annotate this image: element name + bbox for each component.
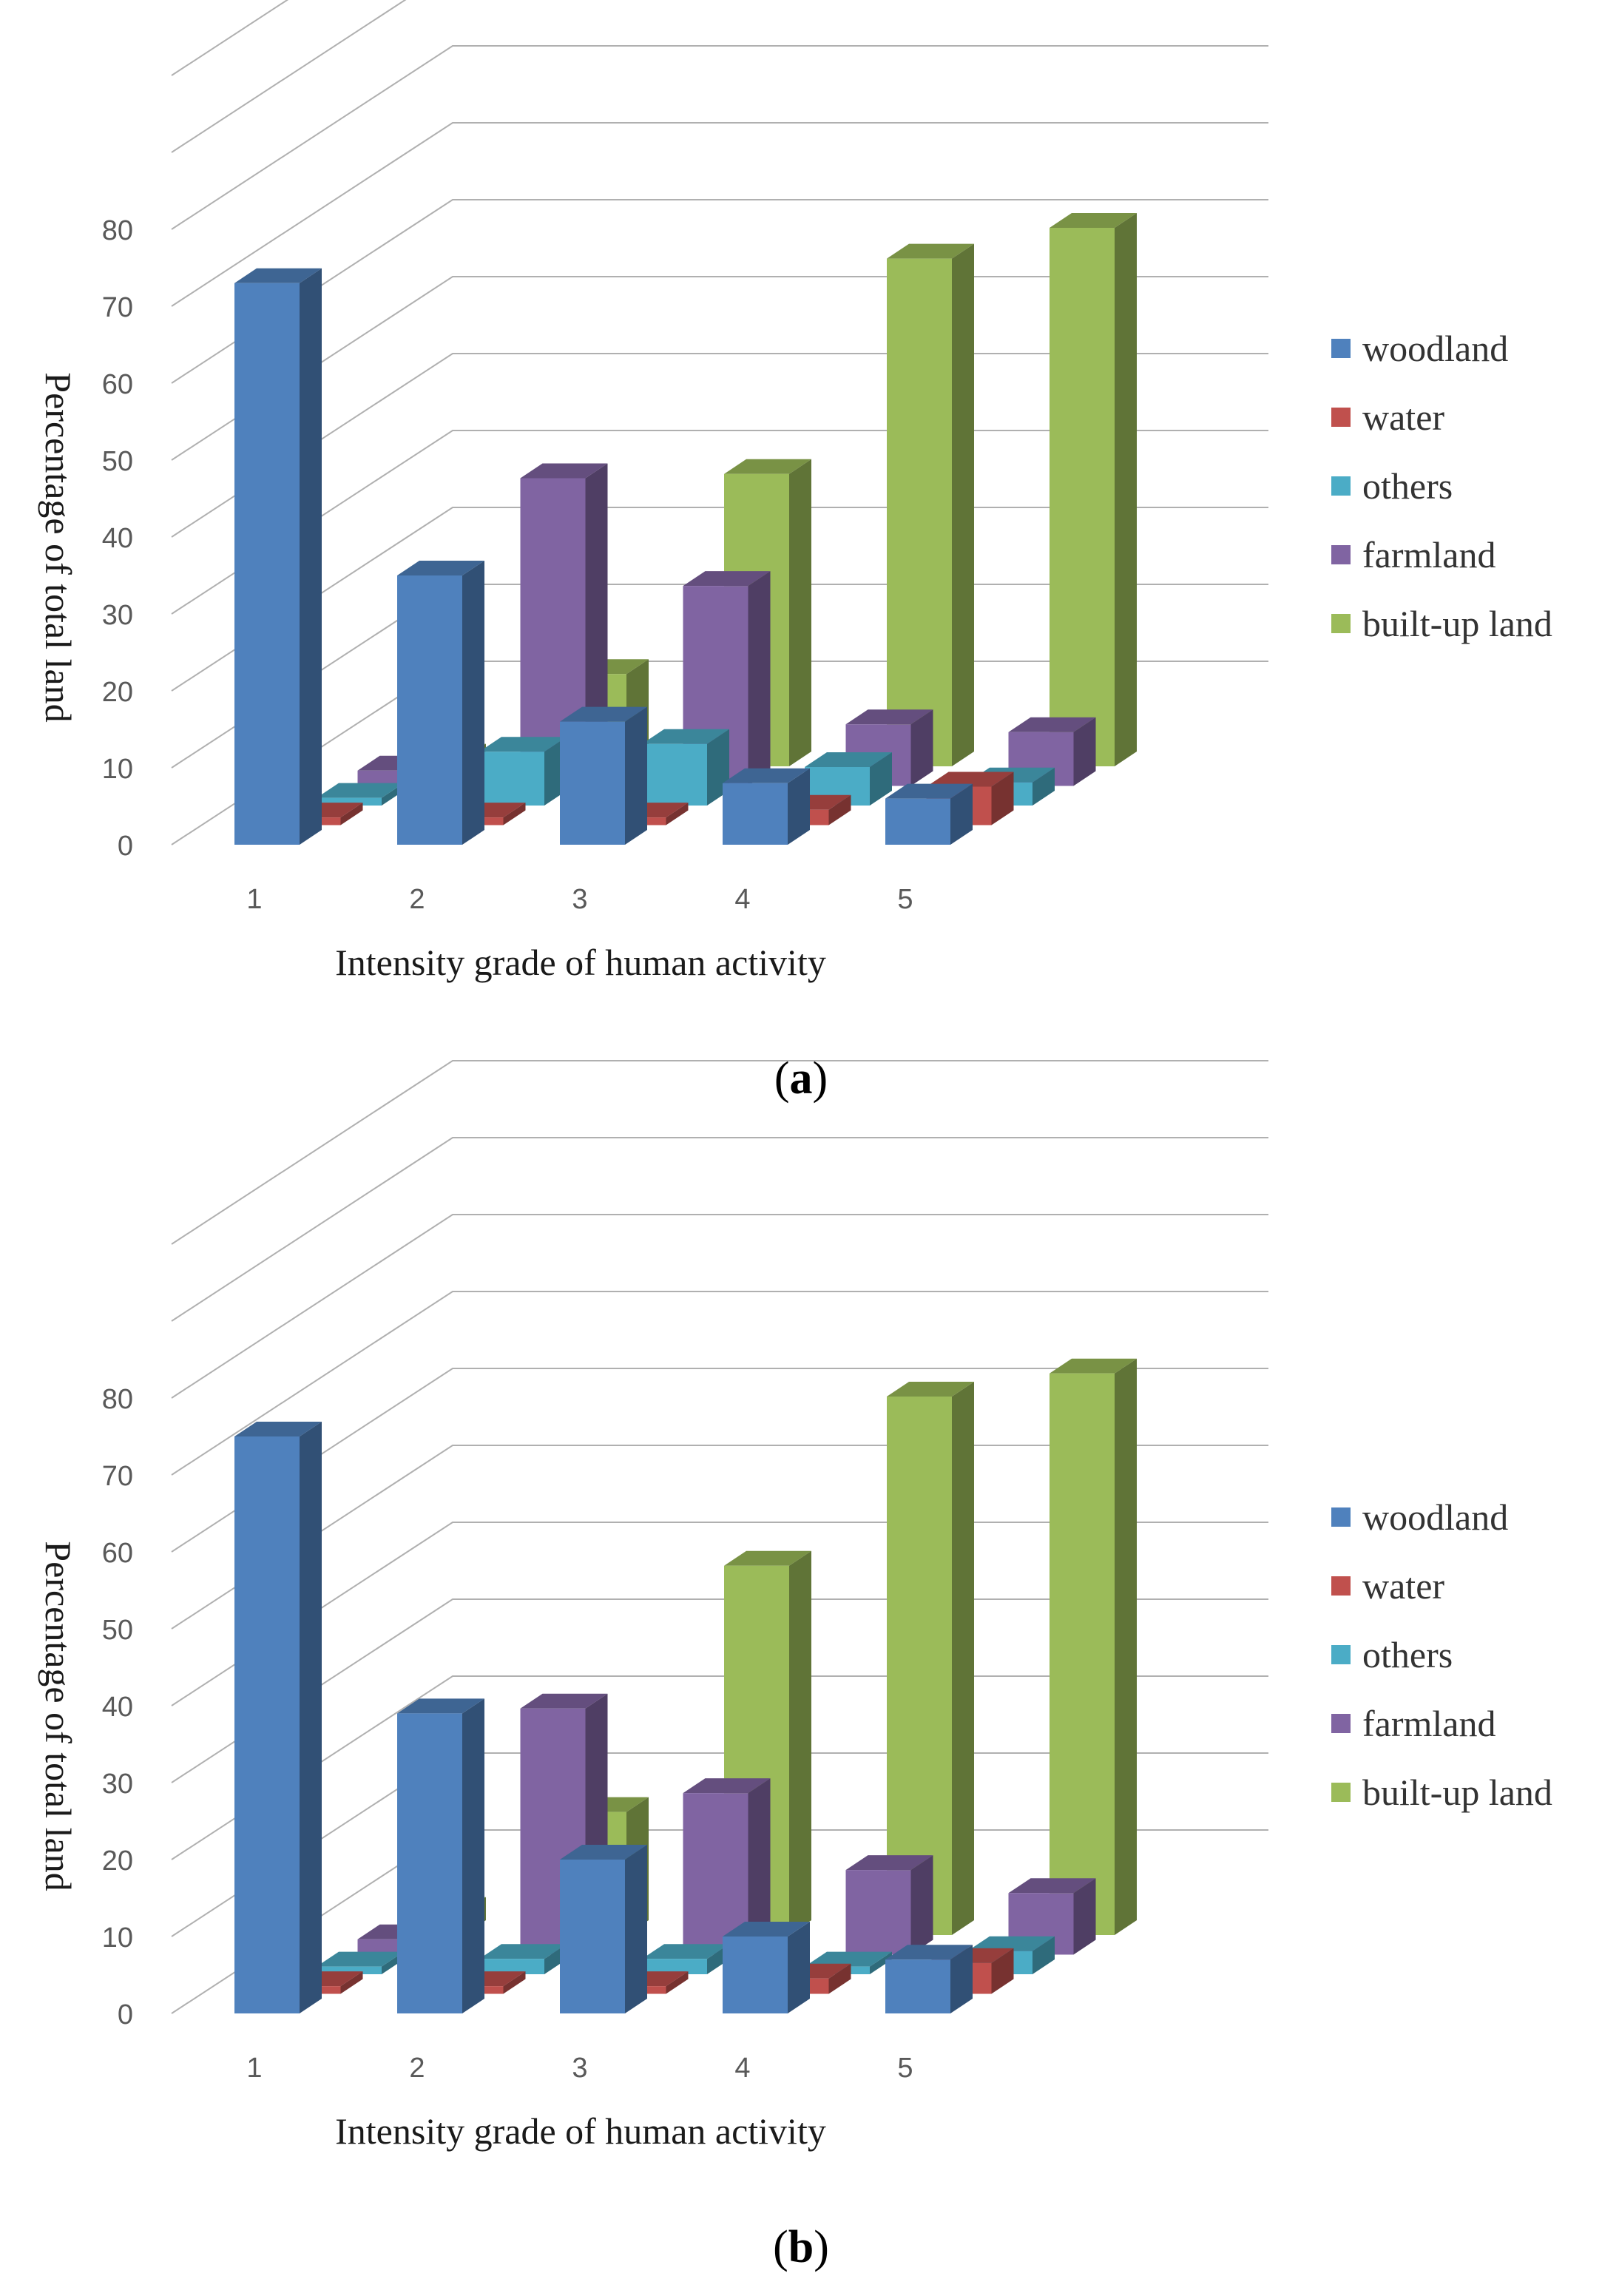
gridline — [171, 1137, 1268, 1322]
y-axis-title: Percentage of total land — [38, 372, 79, 722]
x-tick-label: 5 — [897, 2053, 913, 2084]
y-tick-label: 20 — [102, 677, 133, 708]
panel-caption: (b) — [773, 2222, 829, 2272]
gridline — [171, 45, 1268, 230]
legend-label: built-up land — [1362, 1772, 1552, 1813]
y-tick-label: 30 — [102, 1769, 133, 1800]
legend-label: farmland — [1362, 534, 1495, 575]
y-tick-label: 30 — [102, 600, 133, 631]
gridline — [171, 1060, 1268, 1245]
x-tick-label: 3 — [572, 2053, 587, 2084]
y-tick-label: 20 — [102, 1846, 133, 1877]
y-tick-label: 50 — [102, 1615, 133, 1646]
x-tick-label: 3 — [572, 884, 587, 915]
y-tick-label: 60 — [102, 1538, 133, 1569]
legend-swatch — [1331, 1507, 1351, 1527]
legend-label: water — [1362, 1565, 1444, 1607]
legend-swatch — [1331, 545, 1351, 564]
bar-woodland — [723, 768, 810, 845]
legend-swatch — [1331, 339, 1351, 358]
y-tick-label: 0 — [118, 1999, 133, 2030]
y-tick-label: 80 — [102, 215, 133, 246]
legend-swatch — [1331, 1714, 1351, 1733]
x-tick-label: 5 — [897, 884, 913, 915]
x-axis-title: Intensity grade of human activity — [335, 2110, 826, 2152]
gridline — [171, 1291, 1268, 1476]
y-tick-label: 10 — [102, 1922, 133, 1954]
bar-built-up-land — [887, 1382, 974, 1935]
bar-built-up-land — [887, 243, 974, 767]
gridline — [171, 1214, 1268, 1399]
gridline — [171, 122, 1268, 307]
y-tick-label: 10 — [102, 754, 133, 785]
bar-built-up-land — [724, 1550, 811, 1935]
legend-swatch — [1331, 1576, 1351, 1596]
y-axis-title: Percentage of total land — [38, 1541, 79, 1891]
bar-woodland — [885, 1945, 973, 2013]
bar-farmland — [520, 463, 608, 786]
y-tick-label: 40 — [102, 523, 133, 554]
gridline — [171, 0, 289, 76]
x-tick-label: 4 — [734, 884, 750, 915]
bar-farmland — [1008, 1878, 1096, 1955]
bar-woodland — [723, 1922, 810, 2013]
y-tick-label: 0 — [118, 831, 133, 862]
x-axis-title: Intensity grade of human activity — [335, 942, 826, 983]
x-tick-label: 2 — [409, 884, 425, 915]
legend-label: water — [1362, 396, 1444, 438]
legend-label: woodland — [1362, 1496, 1508, 1538]
bar-woodland — [234, 268, 322, 845]
bar-woodland — [885, 783, 973, 845]
legend-label: woodland — [1362, 328, 1508, 369]
bar-woodland — [234, 1422, 322, 2013]
y-tick-label: 40 — [102, 1692, 133, 1723]
panel-caption: (a) — [774, 1053, 828, 1104]
bar-woodland — [397, 1698, 484, 2013]
x-tick-label: 1 — [246, 884, 262, 915]
x-tick-label: 4 — [734, 2053, 750, 2084]
legend-swatch — [1331, 408, 1351, 427]
legend-label: built-up land — [1362, 603, 1552, 644]
legend-label: others — [1362, 1634, 1453, 1675]
y-tick-label: 60 — [102, 369, 133, 400]
bar-others — [642, 729, 729, 806]
bar-others — [479, 1944, 567, 1974]
bar-woodland — [560, 1845, 647, 2013]
legend-label: farmland — [1362, 1703, 1495, 1744]
y-tick-label: 80 — [102, 1384, 133, 1415]
bar-others — [642, 1944, 729, 1974]
chart-panel-b: 0 10 20 30 40 50 60 70 80 1 2 3 4 5 Percentage of tota… — [38, 1060, 1552, 2272]
bar-woodland — [397, 561, 484, 845]
bar-farmland — [845, 1855, 933, 1955]
legend-swatch — [1331, 1783, 1351, 1802]
legend: woodland water others farmland built-up land — [1331, 328, 1552, 644]
x-tick-label: 2 — [409, 2053, 425, 2084]
legend-swatch — [1331, 1645, 1351, 1664]
bar-others — [317, 783, 404, 806]
bar-others — [317, 1951, 404, 1974]
x-tick-label: 1 — [246, 2053, 262, 2084]
y-tick-label: 50 — [102, 446, 133, 477]
y-tick-label: 70 — [102, 292, 133, 323]
bar-others — [479, 737, 567, 806]
gridline — [171, 0, 407, 153]
bar-farmland — [683, 1778, 771, 1955]
legend: woodland water others farmland built-up land — [1331, 1496, 1552, 1813]
chart-panel-a: 0 10 20 30 40 50 60 70 80 1 2 3 4 5 Percentage of tota… — [38, 0, 1552, 1104]
legend-swatch — [1331, 614, 1351, 633]
legend-swatch — [1331, 476, 1351, 496]
bar-built-up-land — [1050, 1358, 1137, 1935]
y-tick-label: 70 — [102, 1461, 133, 1492]
legend-label: others — [1362, 465, 1453, 507]
bar-built-up-land — [1050, 213, 1137, 766]
bar-woodland — [560, 706, 647, 845]
